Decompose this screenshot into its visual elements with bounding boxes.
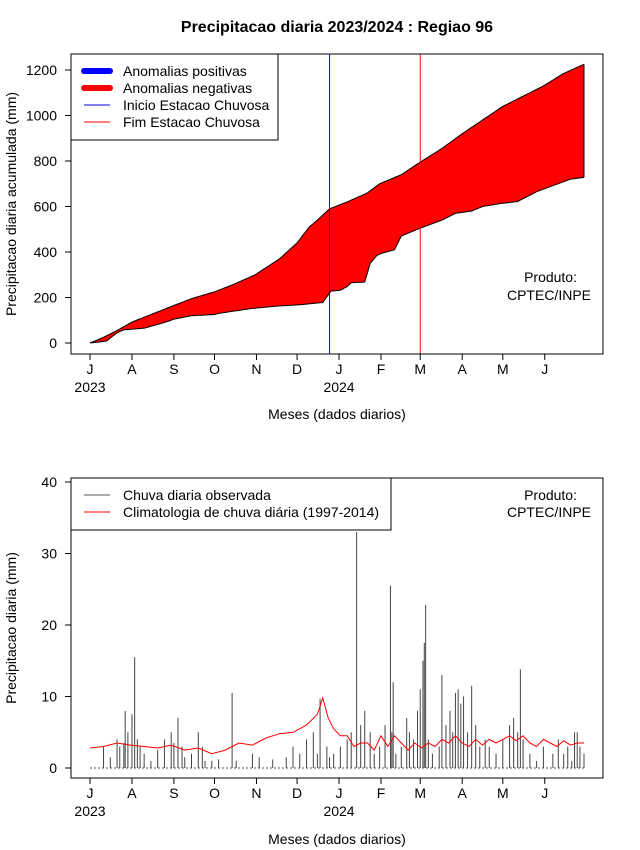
observed-cumulative-line (89, 176, 585, 344)
cumulative-y-axis: 0 200 400 600 800 1000 1200 (26, 62, 71, 351)
climatology-daily-line (89, 696, 584, 755)
cumulative-legend: Anomalias positivas Anomalias negativas … (70, 53, 279, 141)
y-tick-label: 400 (34, 244, 58, 260)
cumulative-x-axis: J A S O N D J F M A M J 2023 2024 (74, 354, 548, 395)
cumulative-produto-source: CPTEC/INPE (507, 287, 591, 303)
y-tick-label: 0 (49, 760, 57, 776)
x-tick-label: D (292, 361, 302, 377)
x-tick-label: M (497, 785, 509, 801)
cumulative-produto-label: Produto: (524, 269, 577, 285)
x-tick-label: M (414, 361, 426, 377)
x-year-label: 2023 (74, 803, 105, 819)
y-tick-label: 20 (41, 617, 57, 633)
x-tick-label: J (336, 785, 343, 801)
cumulative-y-axis-label: Precipitacao diaria acumulada (mm) (3, 92, 19, 316)
x-tick-label: F (377, 361, 386, 377)
x-tick-label: J (87, 785, 94, 801)
x-year-label: 2024 (323, 379, 354, 395)
daily-plot-area (89, 532, 585, 769)
daily-legend-box (70, 477, 392, 531)
y-tick-label: 40 (41, 474, 57, 490)
x-tick-label: M (497, 361, 509, 377)
x-tick-label: M (414, 785, 426, 801)
legend-climatologia-label: Climatologia de chuva diária (1997-2014) (123, 504, 379, 520)
cumulative-plot-area (89, 54, 585, 354)
cumulative-plot-frame (70, 53, 604, 355)
chart-daily: 0 10 20 30 40 J A S O N D J F M A M J 2023 2024 Precipita… (3, 474, 604, 847)
y-tick-label: 1200 (26, 62, 57, 78)
legend-inicio-estacao-label: Inicio Estacao Chuvosa (123, 97, 270, 113)
x-tick-label: A (127, 785, 137, 801)
legend-anomalias-negativas-label: Anomalias negativas (123, 80, 252, 96)
x-tick-label: A (458, 785, 468, 801)
x-year-label: 2023 (74, 379, 105, 395)
daily-y-axis-label: Precipitacao diaria (mm) (3, 552, 19, 704)
daily-x-axis-label: Meses (dados diarios) (268, 831, 406, 847)
x-tick-label: J (336, 361, 343, 377)
x-tick-label: O (209, 361, 220, 377)
x-tick-label: A (127, 361, 137, 377)
x-tick-label: F (377, 785, 386, 801)
chart-title: Precipitacao diaria 2023/2024 : Regiao 9… (181, 19, 493, 36)
negative-anomaly-area (90, 64, 584, 344)
y-tick-label: 600 (34, 199, 58, 215)
legend-chuva-observada-label: Chuva diaria observada (123, 487, 271, 503)
daily-produto-source: CPTEC/INPE (507, 504, 591, 520)
x-tick-label: J (87, 361, 94, 377)
x-tick-label: O (209, 785, 220, 801)
y-tick-label: 10 (41, 689, 57, 705)
daily-x-axis: J A S O N D J F M A M J 2023 2024 (74, 778, 548, 819)
legend-fim-estacao-label: Fim Estacao Chuvosa (123, 114, 260, 130)
cumulative-x-axis-label: Meses (dados diarios) (268, 406, 406, 422)
legend-anomalias-positivas-label: Anomalias positivas (123, 63, 247, 79)
x-tick-label: S (169, 361, 178, 377)
y-tick-label: 0 (49, 335, 57, 351)
x-tick-label: N (251, 361, 261, 377)
daily-produto-label: Produto: (524, 487, 577, 503)
chart-cumulative: Precipitacao diaria 2023/2024 : Regiao 9… (3, 19, 604, 422)
x-tick-label: D (292, 785, 302, 801)
y-tick-label: 800 (34, 153, 58, 169)
y-tick-label: 30 (41, 546, 57, 562)
climatology-cumulative-line (89, 63, 585, 344)
y-tick-label: 1000 (26, 108, 57, 124)
daily-y-axis: 0 10 20 30 40 (41, 474, 71, 776)
daily-legend: Chuva diaria observada Climatologia de c… (70, 477, 392, 531)
x-tick-label: S (169, 785, 178, 801)
x-tick-label: N (251, 785, 261, 801)
x-tick-label: J (541, 785, 548, 801)
x-tick-label: A (458, 361, 468, 377)
x-year-label: 2024 (323, 803, 354, 819)
y-tick-label: 200 (34, 290, 58, 306)
x-tick-label: J (541, 361, 548, 377)
